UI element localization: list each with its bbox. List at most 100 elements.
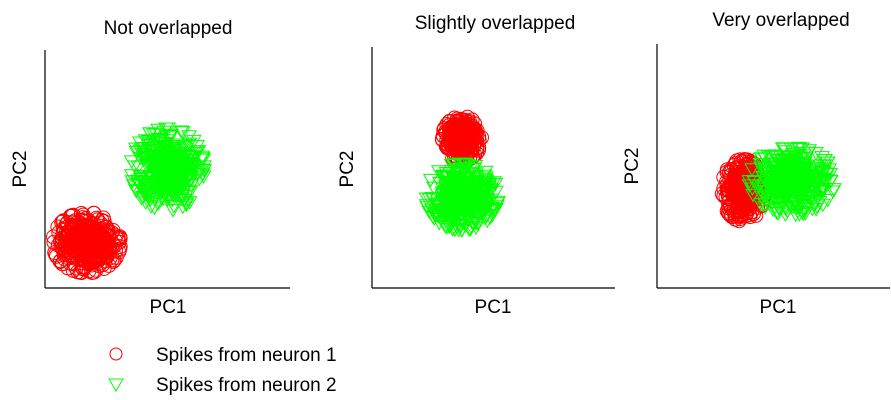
panel-2-series-2-point: [462, 175, 479, 189]
panel-1-series-2-point: [132, 151, 149, 166]
panel-2-series-2-point: [442, 184, 458, 198]
panel-1-series-2-point: [190, 167, 206, 181]
panel-3-series-2-point: [772, 203, 788, 217]
panel-2-plot-area: [418, 109, 506, 238]
panel-3-series-2-point: [790, 191, 807, 205]
panel-3-series-1-point: [716, 169, 732, 185]
panel-2-series-2-point: [477, 171, 494, 185]
panel-2-series-2-point: [488, 185, 504, 200]
panel-1-series-2-point: [173, 125, 190, 139]
panel-2-series-2-point: [489, 197, 506, 211]
panel-2-series-2-point: [483, 204, 500, 219]
panel-1-series-2-point: [166, 143, 183, 158]
panel-1-series-2-point: [165, 166, 182, 181]
panel-3-series-1-point: [721, 200, 737, 216]
panel-3-series-2-point: [774, 142, 791, 156]
panel-1-series-2-point: [165, 188, 182, 202]
panel-2-series-2-point: [435, 192, 452, 206]
panel-2-series-2-point: [440, 219, 457, 234]
panel-2-series-2-point: [455, 194, 472, 208]
panel-2-series-2-point: [419, 201, 436, 215]
panel-2-series-2-point: [467, 215, 484, 230]
panel-3-series-2-point: [758, 170, 774, 185]
panel-1-series-2-point: [176, 168, 193, 182]
panel-3-series-2-point: [825, 185, 841, 199]
panel-2-series-2-point: [436, 197, 453, 211]
panel-2-series-2-point: [463, 220, 479, 235]
panel-2-series-2-point: [430, 208, 447, 223]
panel-1-series-1-point: [110, 231, 126, 247]
panel-1-series-1-point: [86, 253, 102, 269]
panel-3-series-2-point: [783, 142, 800, 157]
panel-3-series-1-point: [719, 203, 735, 219]
panel-1-series-2-point: [179, 153, 195, 168]
panel-2-series-2-point: [470, 217, 487, 231]
panel-3-series-2-point: [781, 151, 798, 165]
panel-3-series-2-point: [757, 176, 774, 190]
panel-1-series-2-point: [154, 183, 170, 197]
panel-3-series-2-point: [793, 177, 809, 191]
panel-1-series-2-point: [173, 166, 189, 180]
panel-2-series-2-point: [456, 157, 473, 172]
panel-3-series-2-point: [804, 203, 821, 217]
panel-1-series-2-point: [187, 147, 203, 161]
panel-2-series-2-point: [484, 201, 501, 215]
panel-1-series-2-point: [129, 174, 146, 189]
panel-2-series-2-point: [489, 199, 505, 214]
panel-2-series-2-point: [451, 195, 467, 209]
panel-2-series-2-point: [461, 205, 478, 220]
panel-3-series-2-point: [814, 198, 831, 213]
panel-1-xlabel: PC1: [150, 297, 187, 318]
panel-1-series-1-point: [57, 251, 73, 267]
panel-2-series-2-point: [451, 166, 467, 180]
panel-1-series-2-point: [146, 201, 163, 216]
panel-1-series-1-point: [70, 237, 86, 252]
panel-3-series-1-point: [748, 207, 764, 223]
legend-circle-icon: [109, 347, 123, 361]
panel-2-ylabel: PC2: [337, 151, 358, 188]
panel-1-series-2-point: [159, 134, 176, 148]
panel-3-series-2-point: [797, 207, 814, 221]
panel-1-series-2-point: [126, 160, 143, 174]
panel-2-title: Slightly overlapped: [415, 13, 576, 34]
panel-1-series-1-point: [52, 254, 68, 270]
legend: Spikes from neuron 1 Spikes from neuron …: [108, 345, 337, 396]
panel-3-series-2-point: [801, 144, 818, 158]
panel-1-title: Not overlapped: [104, 18, 233, 39]
panel-1-series-2-point: [140, 188, 157, 202]
panel-2-series-2-point: [453, 224, 470, 238]
panel-2-series-1-point: [452, 117, 468, 133]
panel-3-series-2-point: [773, 153, 790, 167]
panel-2-series-2-point: [442, 186, 459, 201]
panel-3-series-2-point: [779, 205, 796, 219]
panel-1-series-1-point: [85, 240, 100, 256]
panel-3-series-2-point: [755, 181, 772, 195]
panel-1-ylabel: PC2: [10, 151, 31, 188]
panel-not-overlapped: Not overlapped PC1 PC2: [10, 18, 290, 318]
panel-1-series-2-point: [152, 167, 169, 181]
panel-1-series-2-point: [152, 156, 168, 170]
panel-1-plot-area: [46, 122, 212, 281]
panel-2-series-2-point: [440, 175, 457, 190]
panel-3-title: Very overlapped: [712, 10, 849, 31]
panel-3-series-2-point: [791, 188, 808, 203]
panel-1-series-2-point: [167, 181, 184, 196]
panel-3-series-2-point: [809, 200, 825, 214]
panel-2-series-2-point: [455, 164, 471, 179]
panel-1-series-2-point: [191, 172, 208, 187]
panel-1-series-1-point: [56, 213, 72, 229]
panel-1-series-2-point: [156, 178, 172, 192]
panel-1-series-2-point: [194, 150, 211, 165]
panel-1-series-2-point: [143, 157, 159, 171]
panel-2-series-2-point: [425, 181, 442, 196]
panel-1-series-2-point: [151, 153, 167, 167]
panel-1-series-2-point: [181, 130, 197, 144]
panel-1-series-2-point: [173, 193, 190, 207]
panel-1-series-2-point: [160, 122, 177, 136]
panel-2-series-2-point: [457, 192, 474, 207]
panel-3-series-2-point: [777, 173, 794, 187]
panel-1-series-1-point: [82, 255, 98, 271]
panel-2-series-1-point: [458, 129, 474, 145]
panel-3-series-1-point: [716, 180, 732, 196]
panel-1-series-1-point: [53, 233, 69, 249]
